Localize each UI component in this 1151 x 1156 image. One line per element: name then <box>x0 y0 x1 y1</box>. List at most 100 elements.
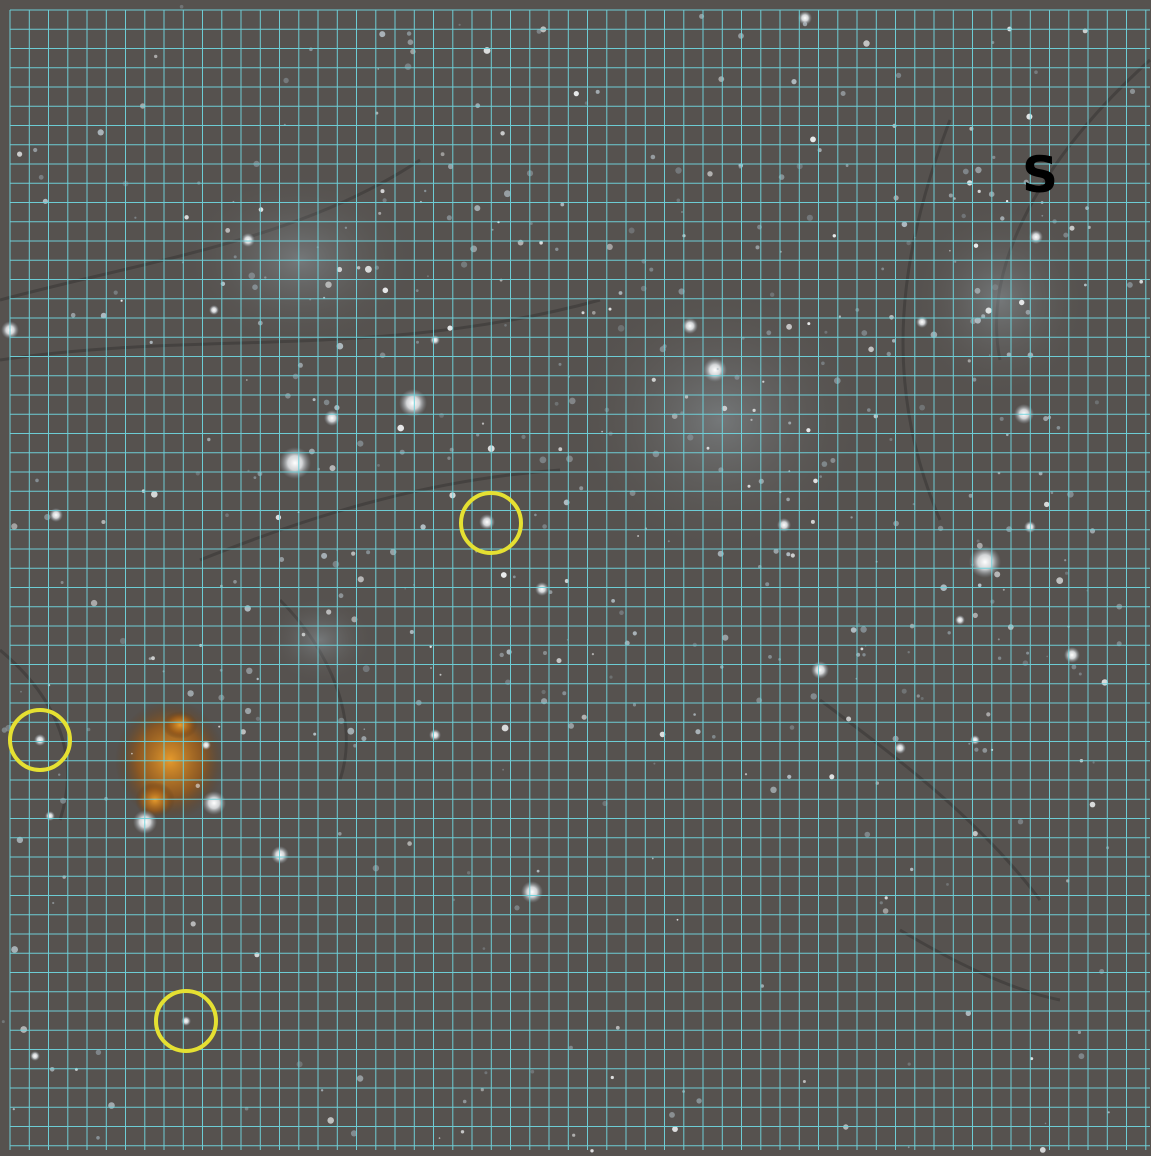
speck <box>351 616 358 623</box>
speck <box>766 330 772 336</box>
speck <box>706 446 710 450</box>
speck <box>653 762 656 765</box>
speck <box>1107 1111 1110 1114</box>
bright-particle <box>682 318 698 334</box>
speck <box>947 631 951 635</box>
speck <box>470 245 478 253</box>
marker-circle <box>154 989 218 1053</box>
speck <box>974 317 981 324</box>
speck <box>560 202 565 207</box>
speck <box>982 748 988 753</box>
speck <box>568 1045 573 1050</box>
speck <box>1026 651 1030 655</box>
speck <box>829 774 835 780</box>
speck <box>246 667 253 674</box>
speck <box>606 243 613 250</box>
speck <box>283 77 289 84</box>
speck <box>357 440 364 447</box>
speck <box>97 129 104 136</box>
speck <box>52 901 55 905</box>
speck <box>96 1136 100 1140</box>
speck <box>426 275 429 278</box>
speck <box>482 947 486 950</box>
speck <box>684 395 689 399</box>
speck <box>619 610 624 615</box>
speck <box>788 421 792 425</box>
speck <box>476 433 480 437</box>
speck <box>671 413 678 420</box>
speck <box>722 634 729 641</box>
speck <box>353 743 357 748</box>
speck <box>1041 214 1044 217</box>
speck <box>985 307 992 314</box>
speck <box>1129 88 1136 94</box>
speck <box>320 1089 324 1092</box>
speck <box>882 908 889 914</box>
speck <box>1046 655 1048 658</box>
speck <box>378 211 382 215</box>
speck <box>530 1069 535 1074</box>
speck <box>860 626 867 633</box>
speck <box>245 707 252 715</box>
speck <box>60 797 67 804</box>
speck <box>992 155 996 159</box>
speck <box>992 284 999 291</box>
speck <box>821 461 828 467</box>
speck <box>864 831 871 838</box>
speck <box>581 311 585 315</box>
speck <box>1039 1147 1046 1153</box>
speck <box>179 4 184 9</box>
speck <box>101 520 106 524</box>
speck <box>572 1133 576 1137</box>
bright-particle <box>429 729 441 741</box>
speck <box>1078 1053 1085 1060</box>
speck <box>652 450 660 458</box>
speck <box>830 458 836 463</box>
speck <box>35 478 39 483</box>
bright-particle <box>811 661 829 679</box>
speck <box>879 901 883 905</box>
speck <box>765 582 770 587</box>
speck <box>802 1080 806 1083</box>
speck <box>975 166 982 174</box>
speck <box>696 1098 702 1104</box>
speck <box>382 198 387 203</box>
speck <box>536 869 540 873</box>
speck <box>1077 1030 1081 1034</box>
speck <box>1127 282 1133 288</box>
marker-circles <box>8 491 523 1053</box>
speck <box>752 408 756 412</box>
speck <box>695 729 701 735</box>
speck <box>539 241 543 245</box>
speck <box>949 249 951 252</box>
speck <box>857 623 860 626</box>
speck <box>632 703 637 707</box>
speck <box>420 524 426 530</box>
speck <box>148 657 152 660</box>
speck <box>786 323 792 330</box>
speck <box>399 449 405 455</box>
speck <box>1067 491 1074 498</box>
speck <box>892 339 896 343</box>
speck <box>919 404 925 411</box>
speck <box>1071 664 1077 670</box>
speck <box>439 673 442 676</box>
speck <box>802 21 808 27</box>
speck <box>474 205 481 212</box>
speck <box>608 307 612 311</box>
speck <box>581 714 587 720</box>
speck <box>42 198 49 204</box>
speck <box>1089 528 1096 534</box>
speck <box>1063 232 1069 238</box>
speck <box>438 1137 441 1139</box>
speck <box>840 91 846 96</box>
speck <box>255 716 260 721</box>
speck <box>407 841 412 846</box>
speck <box>986 712 991 717</box>
measurement-grid <box>9 9 1150 1150</box>
speck <box>409 630 414 634</box>
speck <box>884 896 888 900</box>
corner-label: S <box>1022 146 1059 204</box>
speck <box>669 1112 675 1118</box>
speck <box>504 190 511 198</box>
